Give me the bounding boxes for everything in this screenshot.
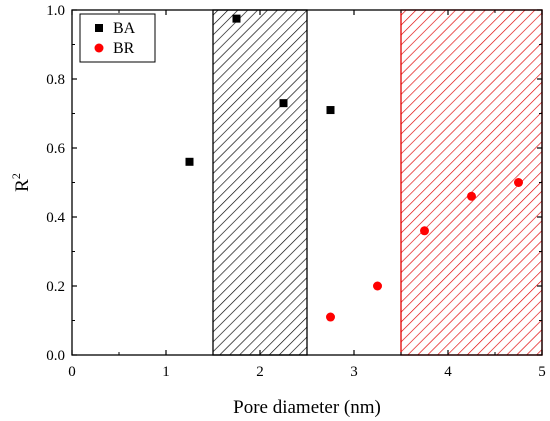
legend-box [79, 13, 156, 63]
data-point-br [326, 312, 335, 322]
data-point-br [514, 178, 523, 187]
y-tick-label: 0.4 [46, 210, 65, 226]
x-tick-label: 4 [444, 364, 452, 380]
x-tick-label: 1 [162, 364, 170, 380]
data-point-ba [279, 99, 288, 108]
x-tick-label: 3 [350, 364, 358, 380]
y-axis-title: R2 [9, 173, 33, 192]
y-tick-label: 0.0 [46, 348, 65, 364]
data-point-ba [232, 14, 241, 23]
data-point-ba [326, 106, 335, 115]
legend-marker-br [94, 43, 104, 53]
x-tick-label: 0 [68, 364, 76, 380]
data-point-br [467, 191, 476, 201]
x-tick-label: 2 [256, 364, 264, 380]
data-point-br [420, 226, 429, 236]
legend: BA BR [79, 13, 156, 63]
y-tick-label: 0.6 [46, 141, 65, 157]
y-tick-label: 1.0 [46, 3, 65, 19]
shaded-region-1 [212, 9, 308, 356]
y-tick-label: 0.2 [46, 279, 65, 295]
x-tick-label: 5 [538, 364, 546, 380]
data-point-ba [185, 157, 194, 166]
legend-label-br: BR [113, 40, 135, 57]
data-point-br [373, 281, 382, 291]
x-axis-title: Pore diameter (nm) [233, 397, 381, 418]
legend-marker-ba [95, 24, 103, 32]
y-axis-title-superscript: 2 [9, 173, 23, 179]
legend-label-ba: BA [113, 20, 136, 37]
y-tick-label: 0.8 [46, 72, 65, 88]
